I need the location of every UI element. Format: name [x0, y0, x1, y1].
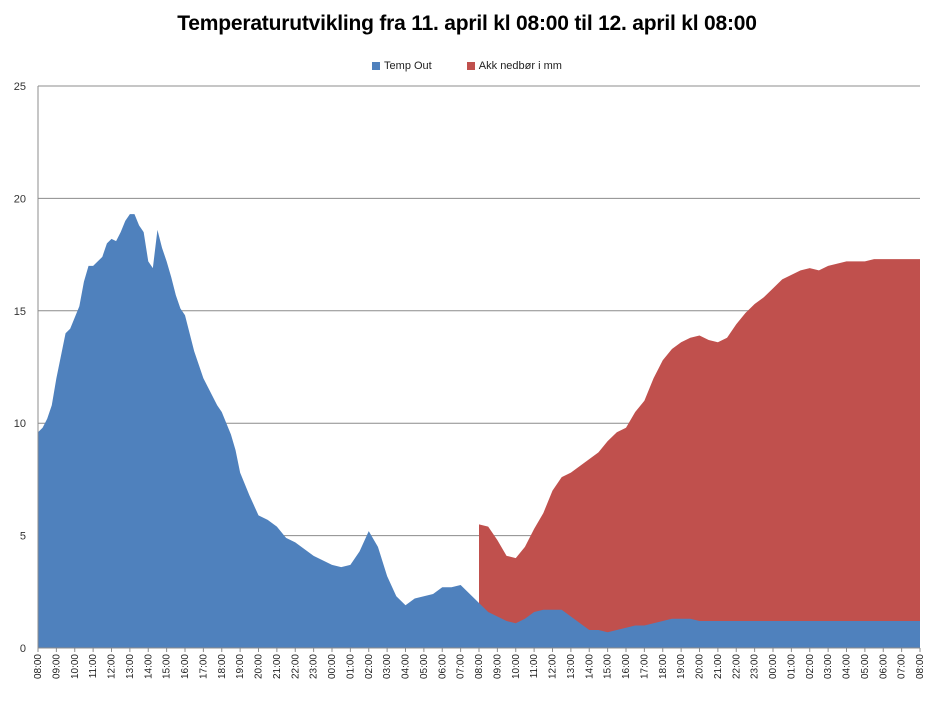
x-tick-label: 19:00 [235, 654, 246, 679]
x-tick-label: 01:00 [786, 654, 797, 679]
x-tick-label: 12:00 [548, 654, 559, 679]
x-tick-label: 16:00 [180, 654, 191, 679]
x-tick-label: 11:00 [529, 654, 540, 679]
y-tick-label: 15 [14, 306, 26, 318]
legend-label-precipitation: Akk nedbør i mm [478, 60, 562, 72]
x-tick-label: 17:00 [198, 654, 209, 679]
x-tick-label: 06:00 [878, 654, 889, 679]
legend-item-precipitation: Akk nedbør i mm [466, 60, 562, 72]
x-tick-label: 21:00 [272, 654, 283, 679]
chart-title: Temperaturutvikling fra 11. april kl 08:… [177, 12, 757, 35]
x-tick-label: 00:00 [327, 654, 338, 679]
x-tick-label: 11:00 [88, 654, 99, 679]
legend-label-temp-out: Temp Out [384, 60, 432, 72]
x-tick-label: 02:00 [364, 654, 375, 679]
x-tick-label: 13:00 [125, 654, 136, 679]
y-tick-label: 0 [20, 643, 26, 655]
x-tick-label: 21:00 [713, 654, 724, 679]
legend-swatch-temp-out [372, 62, 381, 70]
x-tick-label: 08:00 [915, 654, 926, 679]
x-tick-label: 08:00 [474, 654, 485, 679]
x-tick-label: 12:00 [107, 654, 118, 679]
x-tick-label: 18:00 [217, 654, 228, 679]
x-tick-label: 18:00 [658, 654, 669, 679]
x-tick-label: 05:00 [419, 654, 430, 679]
x-tick-label: 13:00 [566, 654, 577, 679]
y-tick-label: 25 [14, 81, 26, 93]
x-tick-label: 17:00 [639, 654, 650, 679]
x-tick-label: 02:00 [805, 654, 816, 679]
x-tick-label: 22:00 [731, 654, 742, 679]
x-tick-label: 23:00 [309, 654, 320, 679]
x-tick-label: 03:00 [382, 654, 393, 679]
x-tick-label: 05:00 [860, 654, 871, 679]
legend: Temp Out Akk nedbør i mm [0, 60, 934, 73]
x-tick-label: 08:00 [33, 654, 44, 679]
x-tick-label: 20:00 [254, 654, 265, 679]
x-tick-label: 04:00 [842, 654, 853, 679]
series-area-precipitation [479, 259, 920, 648]
x-tick-label: 07:00 [897, 654, 908, 679]
x-tick-label: 15:00 [162, 654, 173, 679]
x-tick-label: 20:00 [695, 654, 706, 679]
x-tick-label: 00:00 [768, 654, 779, 679]
x-tick-label: 01:00 [345, 654, 356, 679]
x-tick-label: 16:00 [621, 654, 632, 679]
x-tick-label: 14:00 [143, 654, 154, 679]
x-tick-label: 09:00 [492, 654, 503, 679]
y-tick-label: 20 [14, 193, 26, 205]
x-tick-label: 23:00 [750, 654, 761, 679]
y-tick-label: 10 [14, 418, 26, 430]
x-tick-label: 09:00 [51, 654, 62, 679]
legend-item-temp-out: Temp Out [372, 60, 432, 72]
x-tick-label: 07:00 [456, 654, 467, 679]
x-tick-label: 04:00 [401, 654, 412, 679]
x-tick-label: 22:00 [290, 654, 301, 679]
legend-swatch-precipitation [466, 62, 475, 70]
x-tick-label: 03:00 [823, 654, 834, 679]
x-tick-label: 15:00 [603, 654, 614, 679]
x-tick-label: 14:00 [584, 654, 595, 679]
x-tick-label: 06:00 [437, 654, 448, 679]
x-tick-label: 10:00 [70, 654, 81, 679]
x-tick-label: 10:00 [511, 654, 522, 679]
y-tick-label: 5 [20, 531, 26, 543]
x-tick-label: 19:00 [676, 654, 687, 679]
series-area-temp-out [38, 214, 920, 649]
